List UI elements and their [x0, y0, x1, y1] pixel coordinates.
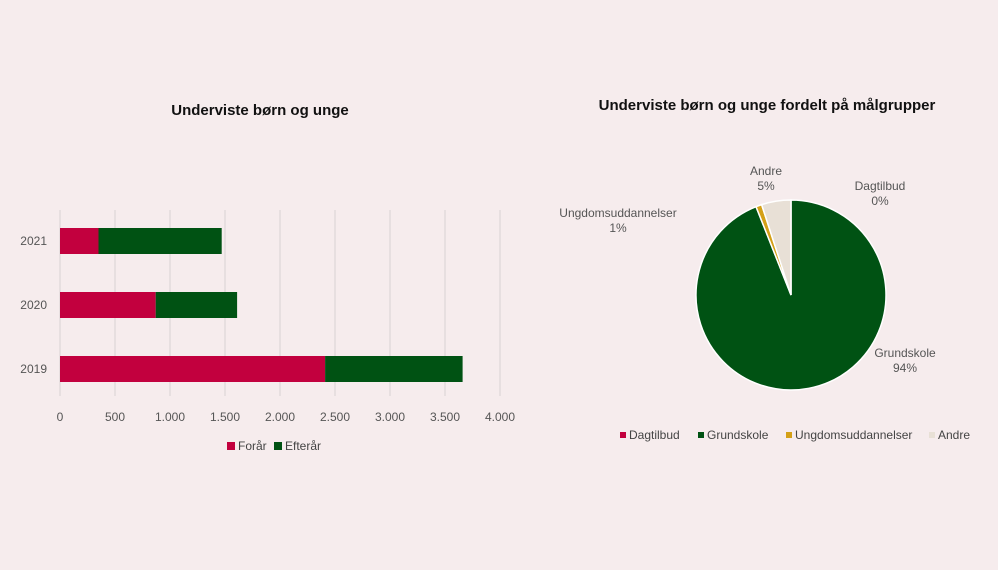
- x-tick-label: 500: [105, 410, 125, 424]
- x-tick-label: 2.000: [265, 410, 295, 424]
- x-tick-label: 1.000: [155, 410, 185, 424]
- x-tick-label: 0: [57, 410, 64, 424]
- x-tick-label: 3.500: [430, 410, 460, 424]
- legend-label: Grundskole: [707, 428, 769, 442]
- pie-slice-andre: [760, 199, 792, 296]
- pie-label-name: Ungdomsuddannelser: [559, 206, 676, 220]
- y-tick-label: 2019: [20, 362, 47, 376]
- pie-label-pct: 0%: [871, 194, 889, 208]
- x-tick-label: 1.500: [210, 410, 240, 424]
- legend-label: Dagtilbud: [629, 428, 680, 442]
- legend-swatch: [620, 432, 626, 438]
- pie-label-pct: 1%: [609, 221, 627, 235]
- y-tick-label: 2020: [20, 298, 47, 312]
- bar-efterår-2019: [325, 356, 463, 382]
- pie-label-pct: 5%: [757, 179, 775, 193]
- legend-swatch: [274, 442, 282, 450]
- bar-efterår-2021: [98, 228, 222, 254]
- legend-label: Ungdomsuddannelser: [795, 428, 912, 442]
- bar-forår-2021: [60, 228, 99, 254]
- legend-swatch: [929, 432, 935, 438]
- x-tick-label: 2.500: [320, 410, 350, 424]
- pie-label-name: Andre: [750, 164, 782, 178]
- x-tick-label: 4.000: [485, 410, 515, 424]
- bar-chart-title: Underviste børn og unge: [171, 102, 349, 119]
- bar-forår-2020: [60, 292, 156, 318]
- x-tick-label: 3.000: [375, 410, 405, 424]
- pie-label-name: Dagtilbud: [855, 179, 906, 193]
- bar-forår-2019: [60, 356, 326, 382]
- pie-label-pct: 94%: [893, 361, 917, 375]
- pie-label-name: Grundskole: [874, 346, 936, 360]
- legend-swatch: [227, 442, 235, 450]
- pie-chart-title: Underviste børn og unge fordelt på målgr…: [598, 97, 936, 114]
- bar-efterår-2020: [155, 292, 238, 318]
- legend-label: Efterår: [285, 439, 321, 453]
- y-tick-label: 2021: [20, 234, 47, 248]
- legend-label: Forår: [238, 439, 267, 453]
- legend-swatch: [786, 432, 792, 438]
- legend-swatch: [698, 432, 704, 438]
- legend-label: Andre: [938, 428, 970, 442]
